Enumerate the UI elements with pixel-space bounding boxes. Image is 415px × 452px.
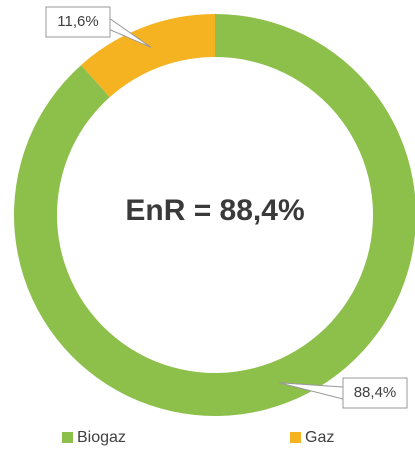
donut-slice	[81, 14, 215, 98]
data-label: 88,4%	[354, 384, 397, 401]
legend-label: Biogaz	[77, 429, 126, 446]
center-annotation: EnR = 88,4%	[125, 194, 304, 227]
data-label: 11,6%	[57, 13, 98, 30]
callout-box	[45, 6, 111, 38]
legend-label: Gaz	[305, 429, 334, 446]
legend-swatch	[62, 432, 73, 443]
legend-swatch	[290, 432, 301, 443]
callout-box	[342, 377, 408, 409]
